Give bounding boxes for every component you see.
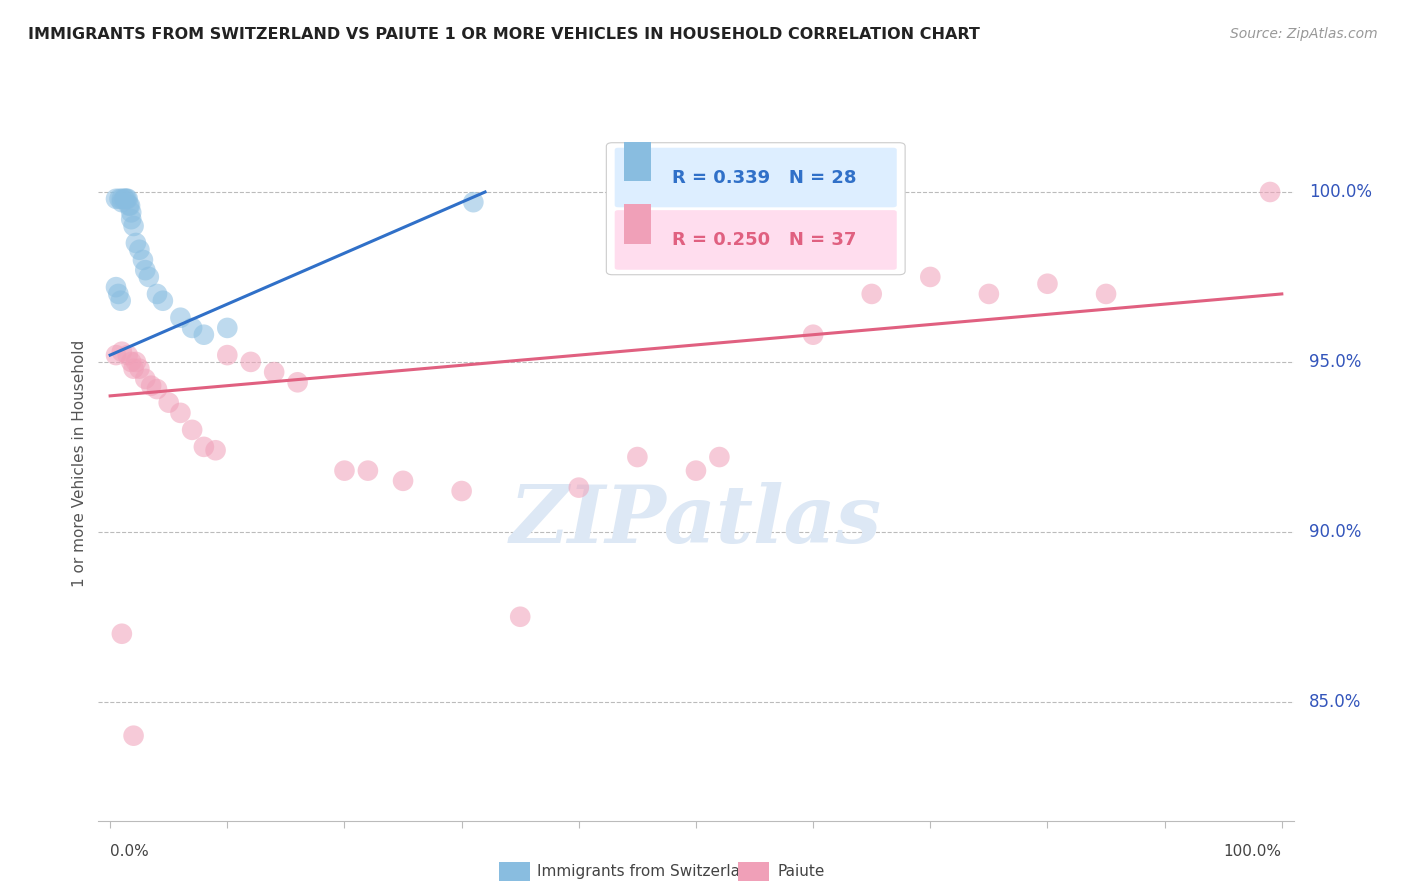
Text: 100.0%: 100.0%: [1309, 183, 1372, 201]
Point: [134, 263, 156, 277]
Point: [122, 361, 145, 376]
Point: [287, 376, 309, 390]
Point: [217, 321, 239, 335]
Point: [204, 443, 226, 458]
Point: [193, 327, 215, 342]
Text: Immigrants from Switzerland: Immigrants from Switzerland: [537, 864, 759, 879]
Point: [120, 205, 142, 219]
Point: [860, 287, 883, 301]
Point: [125, 235, 148, 250]
Point: [801, 327, 824, 342]
Point: [128, 361, 150, 376]
Point: [110, 293, 132, 308]
Point: [1258, 185, 1281, 199]
Text: 0.0%: 0.0%: [110, 845, 149, 859]
Point: [1036, 277, 1059, 291]
FancyBboxPatch shape: [614, 211, 897, 269]
Point: [117, 192, 139, 206]
Text: ZIPatlas: ZIPatlas: [510, 483, 882, 559]
Point: [115, 192, 138, 206]
Point: [169, 406, 191, 420]
Point: [157, 395, 180, 409]
Point: [152, 293, 174, 308]
Point: [107, 287, 129, 301]
Point: [134, 372, 156, 386]
Point: [118, 198, 141, 212]
Point: [181, 321, 204, 335]
Point: [217, 348, 239, 362]
Bar: [624, 204, 651, 244]
Point: [169, 310, 191, 325]
Point: [920, 269, 942, 284]
Point: [105, 192, 128, 206]
Point: [105, 280, 128, 294]
Point: [125, 355, 148, 369]
Point: [111, 344, 134, 359]
Y-axis label: 1 or more Vehicles in Household: 1 or more Vehicles in Household: [72, 340, 87, 588]
Point: [108, 192, 131, 206]
Point: [333, 464, 356, 478]
Point: [239, 355, 262, 369]
Point: [509, 609, 531, 624]
Text: 95.0%: 95.0%: [1309, 353, 1361, 371]
Point: [146, 287, 169, 301]
Point: [568, 481, 591, 495]
Point: [111, 626, 134, 640]
Point: [114, 192, 136, 206]
Point: [138, 269, 160, 284]
Point: [392, 474, 415, 488]
Text: Paiute: Paiute: [778, 864, 825, 879]
Point: [626, 450, 648, 464]
Text: R = 0.250   N = 37: R = 0.250 N = 37: [672, 231, 856, 249]
Point: [111, 192, 134, 206]
Text: 90.0%: 90.0%: [1309, 523, 1361, 541]
Point: [122, 729, 145, 743]
Point: [132, 252, 155, 267]
Point: [181, 423, 204, 437]
Point: [117, 348, 139, 362]
Point: [120, 198, 141, 212]
Point: [193, 440, 215, 454]
Point: [263, 365, 285, 379]
Point: [450, 483, 472, 498]
FancyBboxPatch shape: [614, 148, 897, 207]
Point: [146, 382, 169, 396]
FancyBboxPatch shape: [606, 143, 905, 275]
Text: R = 0.339   N = 28: R = 0.339 N = 28: [672, 169, 856, 186]
Point: [357, 464, 380, 478]
Point: [112, 192, 135, 206]
Point: [105, 348, 128, 362]
Bar: [624, 142, 651, 181]
Point: [709, 450, 731, 464]
Point: [141, 378, 163, 392]
Point: [122, 219, 145, 233]
Text: 100.0%: 100.0%: [1223, 845, 1282, 859]
Point: [128, 243, 150, 257]
Point: [977, 287, 1000, 301]
Point: [463, 195, 485, 210]
Point: [120, 355, 142, 369]
Text: IMMIGRANTS FROM SWITZERLAND VS PAIUTE 1 OR MORE VEHICLES IN HOUSEHOLD CORRELATIO: IMMIGRANTS FROM SWITZERLAND VS PAIUTE 1 …: [28, 27, 980, 42]
Point: [111, 195, 134, 210]
Point: [685, 464, 707, 478]
Text: 85.0%: 85.0%: [1309, 693, 1361, 711]
Point: [1095, 287, 1118, 301]
Text: Source: ZipAtlas.com: Source: ZipAtlas.com: [1230, 27, 1378, 41]
Point: [120, 212, 142, 227]
